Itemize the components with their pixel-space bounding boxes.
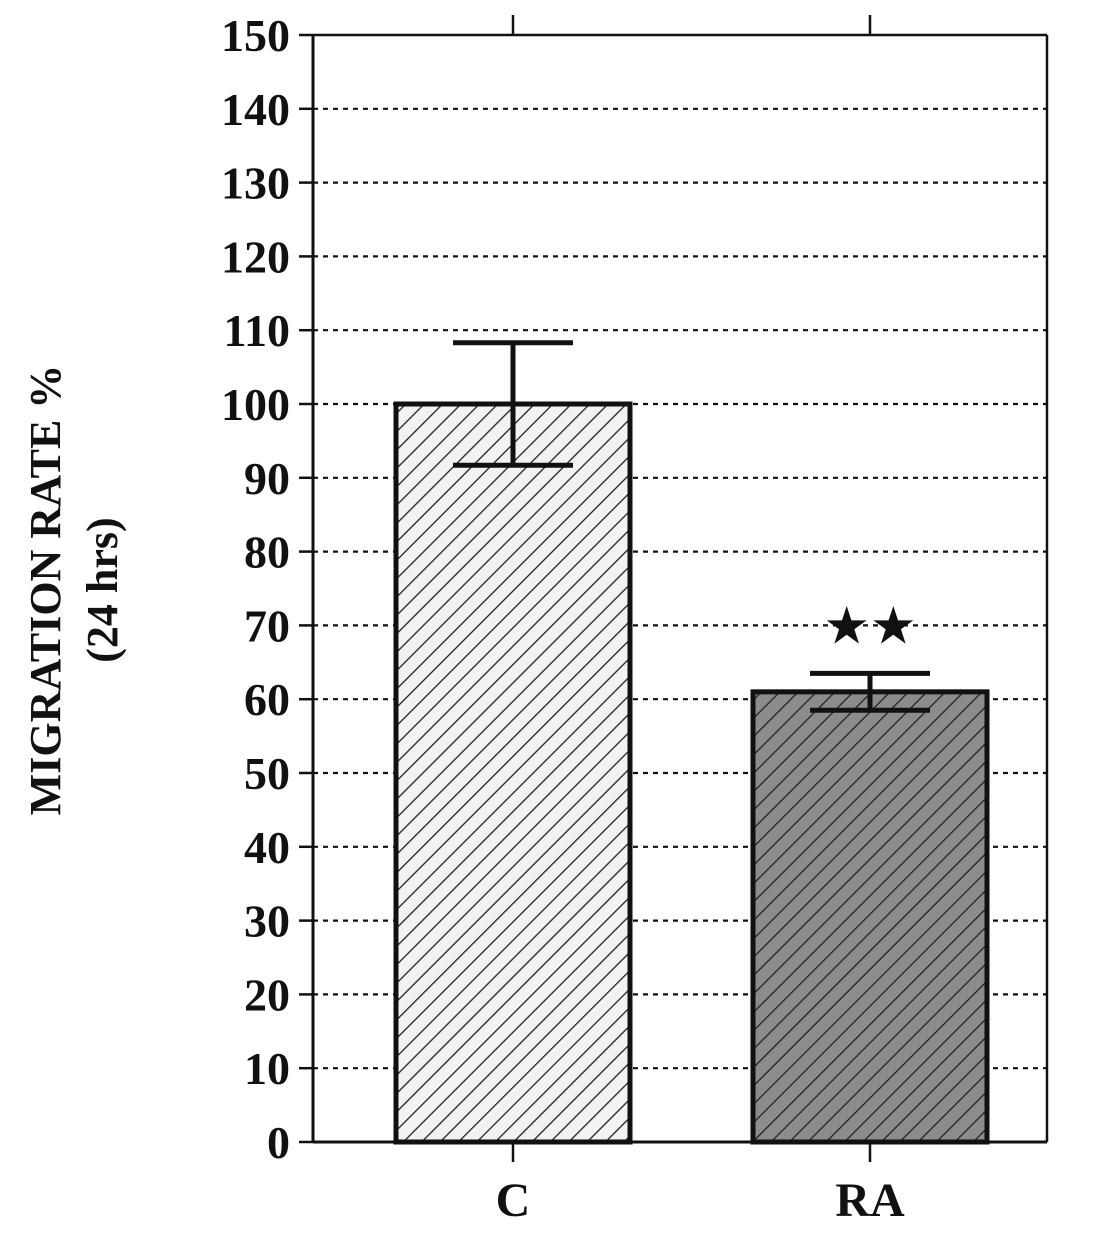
y-tick-label: 10 [244, 1043, 290, 1094]
y-tick-label: 100 [221, 379, 290, 430]
y-tick-label: 80 [244, 527, 290, 578]
y-axis-title-line2: (24 hrs) [78, 517, 127, 662]
y-tick-label: 60 [244, 674, 290, 725]
y-tick-label: 40 [244, 822, 290, 873]
y-tick-labels: 0 10 20 30 40 50 60 70 80 90 100 110 120 130 140 150 [221, 10, 313, 1168]
y-tick-label: 110 [224, 305, 290, 356]
y-tick-label: 0 [267, 1117, 290, 1168]
bars [393, 340, 990, 1145]
y-tick-label: 120 [221, 231, 290, 282]
y-tick-label: 20 [244, 969, 290, 1020]
annotations: ★★ [823, 596, 916, 656]
plot-frame [311, 15, 1049, 1162]
y-tick-label: 30 [244, 896, 290, 947]
y-axis-title-line1: MIGRATION RATE % [21, 365, 70, 816]
y-tick-label: 70 [244, 600, 290, 651]
x-tick-label-RA: RA [835, 1174, 905, 1227]
x-tick-labels: C RA [496, 1174, 905, 1227]
bar-C [393, 401, 633, 1145]
x-tick-label-C: C [496, 1174, 531, 1227]
y-tick-label: 90 [244, 453, 290, 504]
y-tick-label: 50 [244, 748, 290, 799]
y-tick-label: 150 [221, 10, 290, 61]
significance-stars: ★★ [823, 596, 916, 656]
y-tick-label: 140 [221, 84, 290, 135]
y-tick-label: 130 [221, 158, 290, 209]
bar-RA [750, 689, 990, 1145]
